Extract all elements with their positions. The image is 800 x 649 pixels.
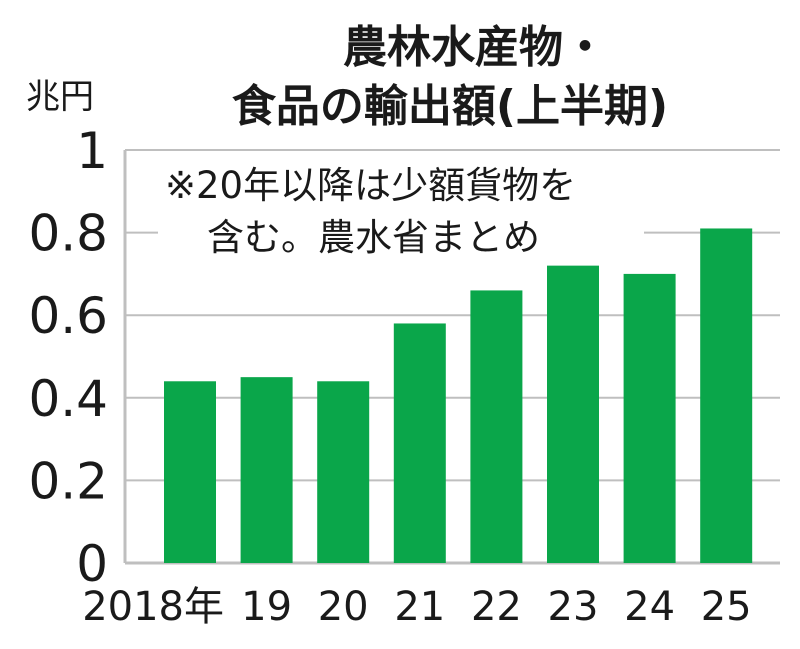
- note-line-2: 含む。農水省まとめ: [207, 216, 540, 259]
- x-tick-label: 25: [701, 584, 752, 630]
- y-tick-label: 0.8: [28, 205, 108, 263]
- x-tick-label: 21: [394, 584, 445, 630]
- bar-22: [470, 290, 523, 563]
- x-tick-label: 24: [624, 584, 675, 630]
- bar-20: [317, 381, 370, 563]
- bars: [164, 228, 753, 563]
- note-line-1: ※20年以降は少額貨物を: [165, 164, 576, 207]
- y-tick-label: 0: [76, 535, 108, 593]
- bar-2018年: [164, 381, 216, 563]
- bar-23: [547, 265, 599, 563]
- chart-title-line-1: 農林水産物・: [343, 22, 607, 73]
- bar-21: [393, 323, 446, 563]
- bar-19: [240, 377, 293, 563]
- x-tick-label: 2018年: [82, 584, 224, 630]
- y-tick-label: 1: [76, 122, 108, 180]
- chart-title-line-2: 食品の輸出額(上半期): [232, 81, 668, 132]
- unit-label: 兆円: [26, 77, 94, 117]
- y-tick-label: 0.6: [28, 287, 108, 345]
- x-tick-label: 19: [241, 584, 292, 630]
- y-tick-label: 0.2: [28, 452, 108, 510]
- bar-24: [623, 273, 676, 563]
- x-tick-labels: 2018年 19 20 21 22 23 24 25: [82, 584, 751, 630]
- x-tick-label: 22: [471, 584, 522, 630]
- x-tick-label: 20: [318, 584, 369, 630]
- y-tick-label: 0.4: [28, 370, 108, 428]
- x-tick-label: 23: [548, 584, 599, 630]
- note-backdrop: [158, 156, 644, 262]
- y-tick-labels: 0 0.2 0.4 0.6 0.8 1: [28, 122, 108, 593]
- bar-25: [700, 228, 753, 563]
